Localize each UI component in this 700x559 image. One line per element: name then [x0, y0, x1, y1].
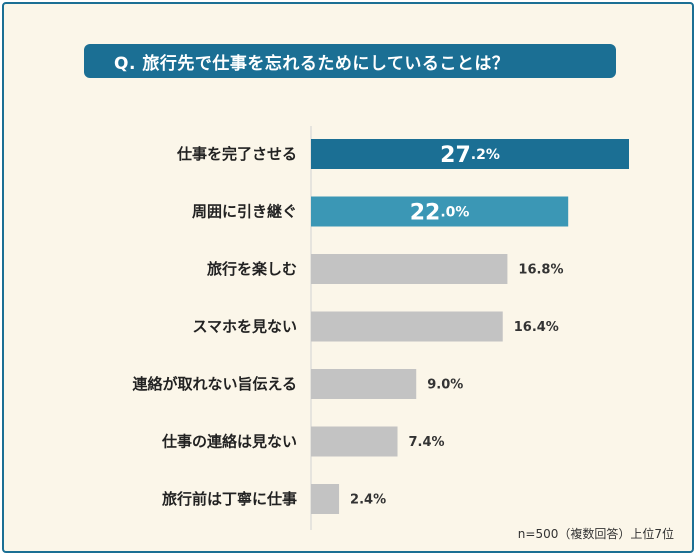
value-label: 27.2% — [440, 143, 500, 168]
category-label: 仕事の連絡は見ない — [161, 433, 297, 451]
value-label: 7.4% — [409, 435, 445, 450]
category-label: 周囲に引き継ぐ — [192, 203, 297, 221]
value-label: 16.8% — [518, 263, 563, 278]
category-label: 旅行を楽しむ — [207, 260, 297, 278]
question-title: Q. 旅行先で仕事を忘れるためにしていることは？ — [84, 44, 616, 78]
bar — [311, 311, 503, 342]
value-label: 16.4% — [514, 320, 559, 335]
question-title-text: Q. 旅行先で仕事を忘れるためにしていることは？ — [114, 53, 510, 74]
bar — [311, 139, 629, 169]
value-label: 9.0% — [427, 378, 463, 393]
value-label: 2.4% — [350, 493, 386, 508]
bar — [311, 426, 398, 457]
bar — [311, 254, 508, 284]
sample-footnote: n=500（複数回答）上位7位 — [517, 527, 674, 541]
category-label: 連絡が取れない旨伝える — [132, 375, 297, 393]
bar — [311, 196, 569, 227]
category-label: スマホを見ない — [192, 318, 297, 336]
bar — [311, 484, 340, 514]
value-label: 22.0% — [410, 200, 470, 225]
bar — [311, 369, 417, 399]
category-label: 仕事を完了させる — [176, 145, 297, 163]
category-label: 旅行前は丁寧に仕事 — [162, 490, 297, 508]
